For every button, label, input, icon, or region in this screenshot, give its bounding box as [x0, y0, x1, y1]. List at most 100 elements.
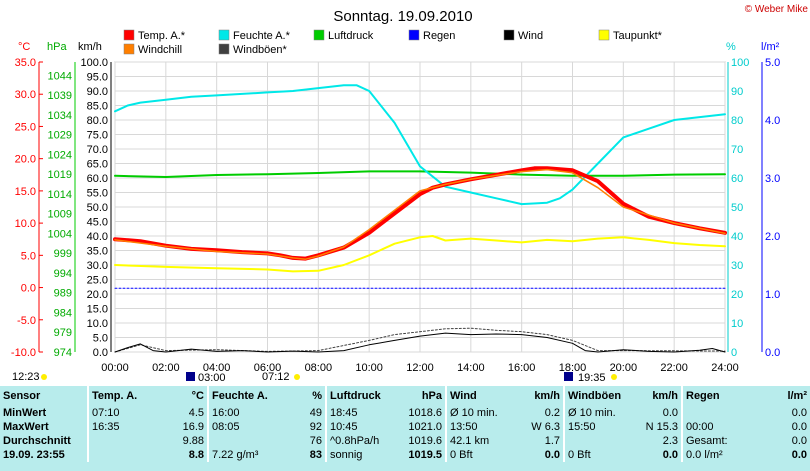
stats-cell: 00:00 [681, 420, 758, 434]
humidity-tick-label: 0 [731, 347, 737, 359]
stats-cell: 92 [309, 421, 322, 433]
stats-cell: 0.0 [791, 407, 807, 419]
temp-tick-label: 10.0 [15, 218, 36, 230]
wind-tick-label: 25.0 [87, 275, 108, 287]
astro-events: 12:23 03:00 07:12 19:35 [12, 371, 617, 383]
stats-header-cell: Wind [445, 386, 514, 406]
wind-tick-label: 65.0 [87, 159, 108, 171]
x-tick-label: 02:00 [152, 362, 180, 374]
sunrise-time: 03:00 [198, 372, 226, 383]
wind-tick-label: 90.0 [87, 86, 108, 98]
statistics-table: Sensor Temp. A. °C Feuchte A.% Luftdruck hPa W… [0, 386, 810, 462]
x-tick-label: 00:00 [101, 362, 129, 374]
legend-swatch [218, 29, 230, 41]
chart-title: Sonntag. 19.09.2010 [333, 8, 472, 25]
stats-header-cell: % [312, 390, 322, 402]
wind-tick-label: 85.0 [87, 101, 108, 113]
temp-tick-label: -10.0 [11, 347, 36, 359]
wind-tick-label: 95.0 [87, 72, 108, 84]
rain-tick-label: 5.0 [765, 57, 780, 69]
legend-swatch [503, 29, 515, 41]
pressure-tick-label: 1024 [48, 149, 72, 161]
series-taupunkt [114, 235, 726, 273]
legend-swatch [123, 29, 135, 41]
pressure-tick-label: 974 [54, 347, 72, 359]
wind-tick-label: 30.0 [87, 260, 108, 272]
humidity-tick-label: 100 [731, 57, 749, 69]
humidity-tick-label: 80 [731, 115, 743, 127]
stats-header-cell: °C [191, 390, 204, 402]
x-tick-label: 04:00 [203, 362, 231, 374]
stats-cell: 0.0 [791, 435, 807, 447]
stats-cell [207, 434, 280, 448]
pressure-tick-label: 1019 [48, 169, 72, 181]
stats-cell: 76 [309, 435, 322, 447]
x-tick-label: 12:00 [406, 362, 434, 374]
x-tick-label: 14:00 [457, 362, 485, 374]
stats-cell: 0.2 [544, 407, 560, 419]
temp-tick-label: 20.0 [15, 154, 36, 166]
temp-unit-label: °C [18, 41, 30, 53]
stats-header-cell: l/m² [787, 390, 807, 402]
stats-cell: 10:45 [325, 420, 390, 434]
stats-row: 19.09. 23:55 8.8 7.22 g/m³ 83 sonnig 1019.5 0 … [0, 448, 810, 462]
rain-tick-label: 1.0 [765, 289, 780, 301]
stats-cell: 1.7 [544, 435, 560, 447]
humidity-tick-label: 30 [731, 260, 743, 272]
stats-cell: sonnig [325, 448, 390, 462]
stats-cell: 9.88 [182, 435, 204, 447]
wind-tick-label: 100.0 [80, 57, 108, 69]
legend-item: Wind [503, 29, 543, 42]
wind-tick-label: 55.0 [87, 188, 108, 200]
rain-tick-label: 0.0 [765, 347, 780, 359]
pressure-tick-label: 984 [54, 307, 72, 319]
sunset-marker-icon [611, 374, 617, 380]
temp-tick-label: 35.0 [15, 57, 36, 69]
stats-cell [87, 448, 148, 462]
legend-item: Windböen* [218, 43, 288, 56]
stats-cell: 15:50 [563, 420, 632, 434]
stats-header-cell: Feuchte A. [207, 386, 280, 406]
legend-item: Temp. A.* [123, 29, 186, 42]
legend-label: Temp. A.* [138, 30, 186, 42]
rain-tick-label: 4.0 [765, 115, 780, 127]
stats-row: Durchschnitt 9.88 76 ^0.8hPa/h 1019.6 42.1 km… [0, 434, 810, 448]
legend-label: Regen [423, 30, 455, 42]
wind-tick-label: 80.0 [87, 115, 108, 127]
humidity-tick-label: 70 [731, 144, 743, 156]
humidity-unit-label: % [726, 41, 736, 53]
series-luftdruck [114, 170, 726, 178]
legend-label: Luftdruck [328, 30, 374, 42]
wind-tick-label: 0.0 [93, 347, 108, 359]
stats-cell: 0.0 [544, 449, 560, 461]
stats-cell: 13:50 [445, 420, 514, 434]
wind-tick-label: 35.0 [87, 246, 108, 258]
stats-cell: 8.8 [188, 449, 204, 461]
x-axis: 00:00 02:00 04:00 06:00 08:00 10:00 12:00 14:00… [101, 362, 739, 374]
wind-tick-label: 5.0 [93, 333, 108, 345]
x-tick-label: 08:00 [305, 362, 333, 374]
temp-tick-label: 15.0 [15, 186, 36, 198]
stats-cell: 16:00 [207, 406, 280, 420]
pressure-tick-label: 994 [54, 268, 72, 280]
pressure-tick-label: 989 [54, 288, 72, 300]
stats-cell: 07:10 [87, 406, 148, 420]
legend-label: Wind [518, 30, 543, 42]
wind-unit-label: km/h [78, 41, 102, 53]
temp-tick-label: 30.0 [15, 89, 36, 101]
chart-series [113, 84, 727, 353]
event-left-time: 12:23 [12, 371, 40, 383]
stats-cell: Gesamt: [681, 434, 758, 448]
humidity-tick-label: 60 [731, 173, 743, 185]
pressure-unit-label: hPa [47, 41, 67, 53]
x-tick-label: 18:00 [559, 362, 587, 374]
stats-cell [87, 434, 148, 448]
legend-item: Taupunkt* [598, 29, 663, 42]
stats-cell: Ø 10 min. [563, 406, 632, 420]
wind-tick-label: 60.0 [87, 173, 108, 185]
rain-tick-label: 2.0 [765, 231, 780, 243]
wind-tick-label: 75.0 [87, 130, 108, 142]
pressure-tick-label: 999 [54, 248, 72, 260]
axis-unit-labels: °C hPa km/h % l/m² [18, 41, 780, 53]
moon-marker-icon [294, 374, 300, 380]
